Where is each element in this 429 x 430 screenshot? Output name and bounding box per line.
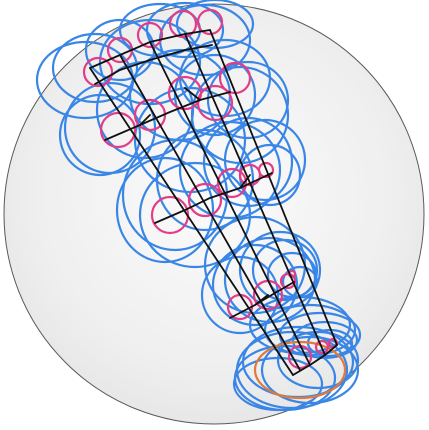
black-edge: [239, 174, 251, 189]
black-edge: [94, 44, 213, 85]
pink-circle: [187, 182, 223, 218]
pink-circle: [314, 339, 330, 355]
blue-circle: [51, 32, 139, 104]
black-edge: [184, 33, 326, 356]
black-edge: [89, 67, 294, 376]
black-edge-layer: [89, 29, 338, 376]
blue-circle: [211, 243, 299, 327]
pink-circle: [136, 21, 164, 49]
black-edge: [254, 294, 269, 306]
blue-circle: [238, 230, 322, 310]
black-edge: [229, 281, 295, 319]
blue-circle: [173, 53, 257, 137]
black-edge: [149, 41, 311, 366]
pink-circle: [99, 111, 137, 149]
blue-circle: [202, 116, 294, 208]
blue-circle: [276, 330, 360, 390]
black-edge: [209, 29, 338, 346]
black-edge: [292, 344, 338, 376]
blue-circle: [155, 128, 255, 232]
pink-circle: [168, 9, 198, 39]
pink-circle: [196, 8, 224, 36]
blue-circle: [200, 255, 280, 335]
black-edge: [139, 114, 151, 126]
blue-circle-layer: [35, 0, 362, 412]
blue-circle: [206, 60, 290, 140]
blue-circle: [145, 1, 225, 59]
blue-circle: [138, 161, 252, 269]
black-edge: [104, 91, 231, 141]
pink-circle: [82, 56, 114, 88]
blue-circle: [223, 118, 307, 202]
blue-circle: [260, 335, 360, 405]
orange-circle: [253, 340, 347, 400]
pink-circle: [257, 161, 275, 179]
blue-circle: [251, 238, 319, 302]
pink-circle: [196, 84, 234, 122]
black-edge: [119, 54, 301, 371]
blue-circle: [175, 0, 255, 50]
black-edge: [184, 87, 201, 101]
blue-circle: [115, 156, 215, 264]
